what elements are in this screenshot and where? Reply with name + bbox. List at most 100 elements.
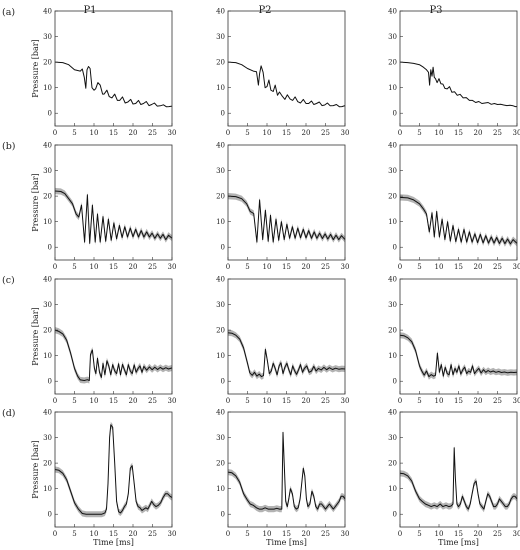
y-tick-label: 0: [393, 110, 397, 118]
y-tick-label: 20: [216, 59, 225, 67]
y-tick-label: 40: [216, 276, 225, 284]
y-tick-label: 30: [216, 301, 225, 309]
plot-frame: [227, 10, 346, 127]
x-tick-label: 5: [417, 263, 421, 271]
y-tick-label: 0: [393, 511, 397, 519]
x-tick-label: 10: [435, 129, 444, 137]
y-tick-label: 30: [43, 301, 52, 309]
y-tick-label: 10: [388, 84, 397, 92]
x-tick-label: 15: [282, 263, 291, 271]
x-tick-label: 10: [263, 129, 272, 137]
y-tick-label: 20: [388, 460, 397, 468]
x-axis-label: Time [ms]: [93, 538, 134, 547]
x-tick-label: 15: [454, 129, 463, 137]
pressure-line: [54, 329, 173, 381]
row-label: (d): [2, 408, 16, 419]
x-tick-label: 25: [148, 129, 157, 137]
plot-frame: [54, 411, 173, 528]
uncertainty-band: [400, 444, 517, 513]
x-axis-label: Time [ms]: [266, 538, 307, 547]
y-tick-label: 20: [43, 460, 52, 468]
y-tick-label: 30: [388, 33, 397, 41]
x-tick-label: 15: [454, 397, 463, 405]
x-tick-label: 5: [417, 129, 421, 137]
x-tick-label: 10: [435, 397, 444, 405]
x-tick-label: 0: [53, 129, 57, 137]
x-tick-label: 25: [148, 530, 157, 538]
x-tick-label: 30: [168, 263, 177, 271]
x-tick-label: 20: [129, 530, 138, 538]
x-tick-label: 20: [302, 397, 311, 405]
y-tick-label: 10: [43, 352, 52, 360]
y-tick-label: 20: [388, 193, 397, 201]
y-tick-label: 10: [216, 218, 225, 226]
x-tick-label: 0: [226, 263, 230, 271]
x-tick-label: 30: [513, 129, 520, 137]
x-tick-label: 5: [245, 530, 249, 538]
x-tick-label: 0: [53, 530, 57, 538]
x-tick-label: 25: [148, 263, 157, 271]
pressure-line: [399, 334, 518, 378]
pressure-line: [54, 61, 173, 108]
x-tick-label: 25: [493, 530, 502, 538]
x-tick-label: 5: [417, 530, 421, 538]
pressure-line: [227, 195, 346, 243]
x-tick-label: 5: [72, 129, 76, 137]
pressure-line: [227, 431, 346, 510]
x-tick-label: 20: [302, 129, 311, 137]
x-tick-label: 25: [321, 263, 330, 271]
pressure-line: [399, 196, 518, 245]
x-tick-label: 15: [454, 263, 463, 271]
x-tick-label: 0: [398, 397, 402, 405]
y-tick-label: 0: [221, 511, 225, 519]
y-tick-label: 30: [216, 167, 225, 175]
y-tick-label: 20: [388, 59, 397, 67]
y-tick-label: 40: [388, 409, 397, 417]
uncertainty-band: [228, 429, 345, 513]
y-tick-label: 10: [216, 485, 225, 493]
x-tick-label: 5: [72, 397, 76, 405]
panel: 0 10 20 30 40 0 5 10 15 20 25 30: [388, 8, 520, 138]
x-tick-label: 15: [109, 263, 118, 271]
x-tick-label: 10: [90, 397, 99, 405]
x-tick-label: 30: [341, 530, 350, 538]
y-tick-label: 0: [221, 244, 225, 252]
y-tick-label: 10: [43, 485, 52, 493]
y-tick-label: 30: [43, 167, 52, 175]
y-axis-label: Pressure [bar]: [31, 173, 40, 231]
y-tick-label: 0: [48, 110, 52, 118]
y-tick-label: 30: [43, 33, 52, 41]
y-tick-label: 40: [43, 8, 52, 16]
pressure-line: [399, 61, 517, 108]
x-tick-label: 0: [398, 263, 402, 271]
y-tick-label: 0: [393, 378, 397, 386]
x-tick-label: 25: [321, 129, 330, 137]
y-tick-label: 30: [388, 301, 397, 309]
uncertainty-band: [55, 327, 172, 384]
x-tick-label: 0: [53, 263, 57, 271]
uncertainty-band: [55, 187, 172, 247]
x-tick-label: 30: [341, 129, 350, 137]
y-tick-label: 40: [43, 409, 52, 417]
x-tick-label: 25: [148, 397, 157, 405]
x-tick-label: 15: [109, 530, 118, 538]
panel: 0 10 20 30 40 0 5 10 15 20 25 30: [216, 276, 349, 406]
y-tick-label: 40: [216, 409, 225, 417]
y-tick-label: 40: [388, 276, 397, 284]
x-tick-label: 5: [72, 530, 76, 538]
x-tick-label: 5: [245, 129, 249, 137]
y-tick-label: 20: [388, 327, 397, 335]
y-tick-label: 20: [216, 327, 225, 335]
panel: 0 10 20 30 40 0 5 10 15 20 25 30 Time [ms]: [388, 409, 520, 548]
y-tick-label: 40: [388, 8, 397, 16]
plot-frame: [399, 10, 518, 127]
x-tick-label: 20: [302, 263, 311, 271]
x-tick-label: 20: [129, 129, 138, 137]
panel: 0 10 20 30 40 0 5 10 15 20 25 30 Time [ms]: [216, 409, 349, 548]
x-tick-label: 25: [321, 530, 330, 538]
pressure-line: [227, 332, 346, 378]
